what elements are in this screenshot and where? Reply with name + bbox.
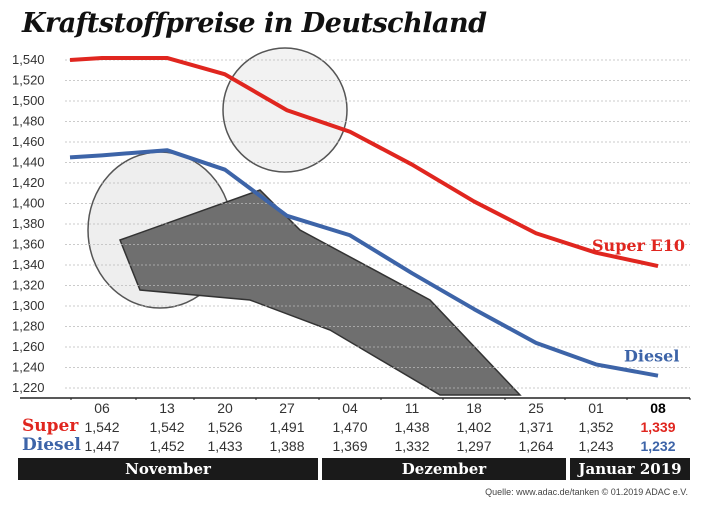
date-label: 20 [217, 400, 233, 416]
month-label: Januar 2019 [570, 458, 690, 480]
y-tick-label: 1,220 [12, 380, 45, 395]
value-label: 1,297 [456, 438, 492, 454]
value-label: 1,491 [269, 419, 305, 435]
value-label: 1,526 [207, 419, 243, 435]
plot-area: 1,540 1,520 1,500 1,480 1,460 1,440 1,420 1,400… [12, 47, 691, 400]
y-tick-label: 1,340 [12, 257, 45, 272]
chart-title: Kraftstoffpreise in Deutschland [22, 8, 487, 39]
y-tick-label: 1,380 [12, 216, 45, 231]
row-label: Super [22, 416, 79, 436]
value-label: 1,470 [332, 419, 368, 435]
y-tick-label: 1,280 [12, 319, 45, 334]
y-tick-label: 1,360 [12, 237, 45, 252]
value-label: 1,402 [456, 419, 492, 435]
legend-super-e10: Super E10 [592, 236, 685, 255]
y-tick-label: 1,500 [12, 93, 45, 108]
date-label: 04 [342, 400, 358, 416]
value-row-super: Super 1,542 1,542 1,526 1,491 1,470 1,438 1,402… [0, 416, 710, 439]
fuel-nozzle-illustration [119, 189, 522, 396]
date-label: 08 [650, 400, 666, 416]
month-label: Dezember [322, 458, 566, 480]
value-label: 1,542 [149, 419, 185, 435]
date-label: 06 [94, 400, 110, 416]
source-note: Quelle: www.adac.de/tanken © 01.2019 ADA… [485, 487, 688, 497]
y-tick-label: 1,400 [12, 196, 45, 211]
y-tick-label: 1,480 [12, 114, 45, 129]
value-label: 1,264 [518, 438, 554, 454]
value-label: 1,447 [84, 438, 120, 454]
date-label: 11 [404, 400, 420, 416]
y-tick-label: 1,260 [12, 339, 45, 354]
y-tick-label: 1,520 [12, 73, 45, 88]
value-label: 1,542 [84, 419, 120, 435]
date-label: 01 [588, 400, 604, 416]
date-label: 25 [528, 400, 544, 416]
value-label: 1,369 [332, 438, 368, 454]
value-label: 1,452 [149, 438, 185, 454]
legend-diesel: Diesel [624, 347, 679, 366]
y-tick-label: 1,440 [12, 155, 45, 170]
value-label: 1,232 [640, 438, 676, 454]
value-label: 1,339 [640, 419, 676, 435]
date-label: 13 [159, 400, 175, 416]
value-label: 1,352 [578, 419, 614, 435]
date-label: 27 [279, 400, 295, 416]
value-label: 1,371 [518, 419, 554, 435]
y-tick-label: 1,300 [12, 298, 45, 313]
row-label: Diesel [22, 435, 81, 455]
y-tick-label: 1,460 [12, 134, 45, 149]
value-label: 1,433 [207, 438, 243, 454]
y-tick-label: 1,420 [12, 175, 45, 190]
y-tick-label: 1,320 [12, 278, 45, 293]
y-tick-label: 1,240 [12, 360, 45, 375]
value-label: 1,243 [578, 438, 614, 454]
value-row-diesel: Diesel 1,447 1,452 1,433 1,388 1,369 1,332 1,29… [0, 435, 710, 458]
month-label: November [18, 458, 318, 480]
value-label: 1,332 [394, 438, 430, 454]
date-row: 06 13 20 27 04 11 18 25 01 08 [0, 400, 710, 420]
value-label: 1,388 [269, 438, 305, 454]
value-label: 1,438 [394, 419, 430, 435]
date-label: 18 [466, 400, 482, 416]
y-tick-label: 1,540 [12, 52, 45, 67]
